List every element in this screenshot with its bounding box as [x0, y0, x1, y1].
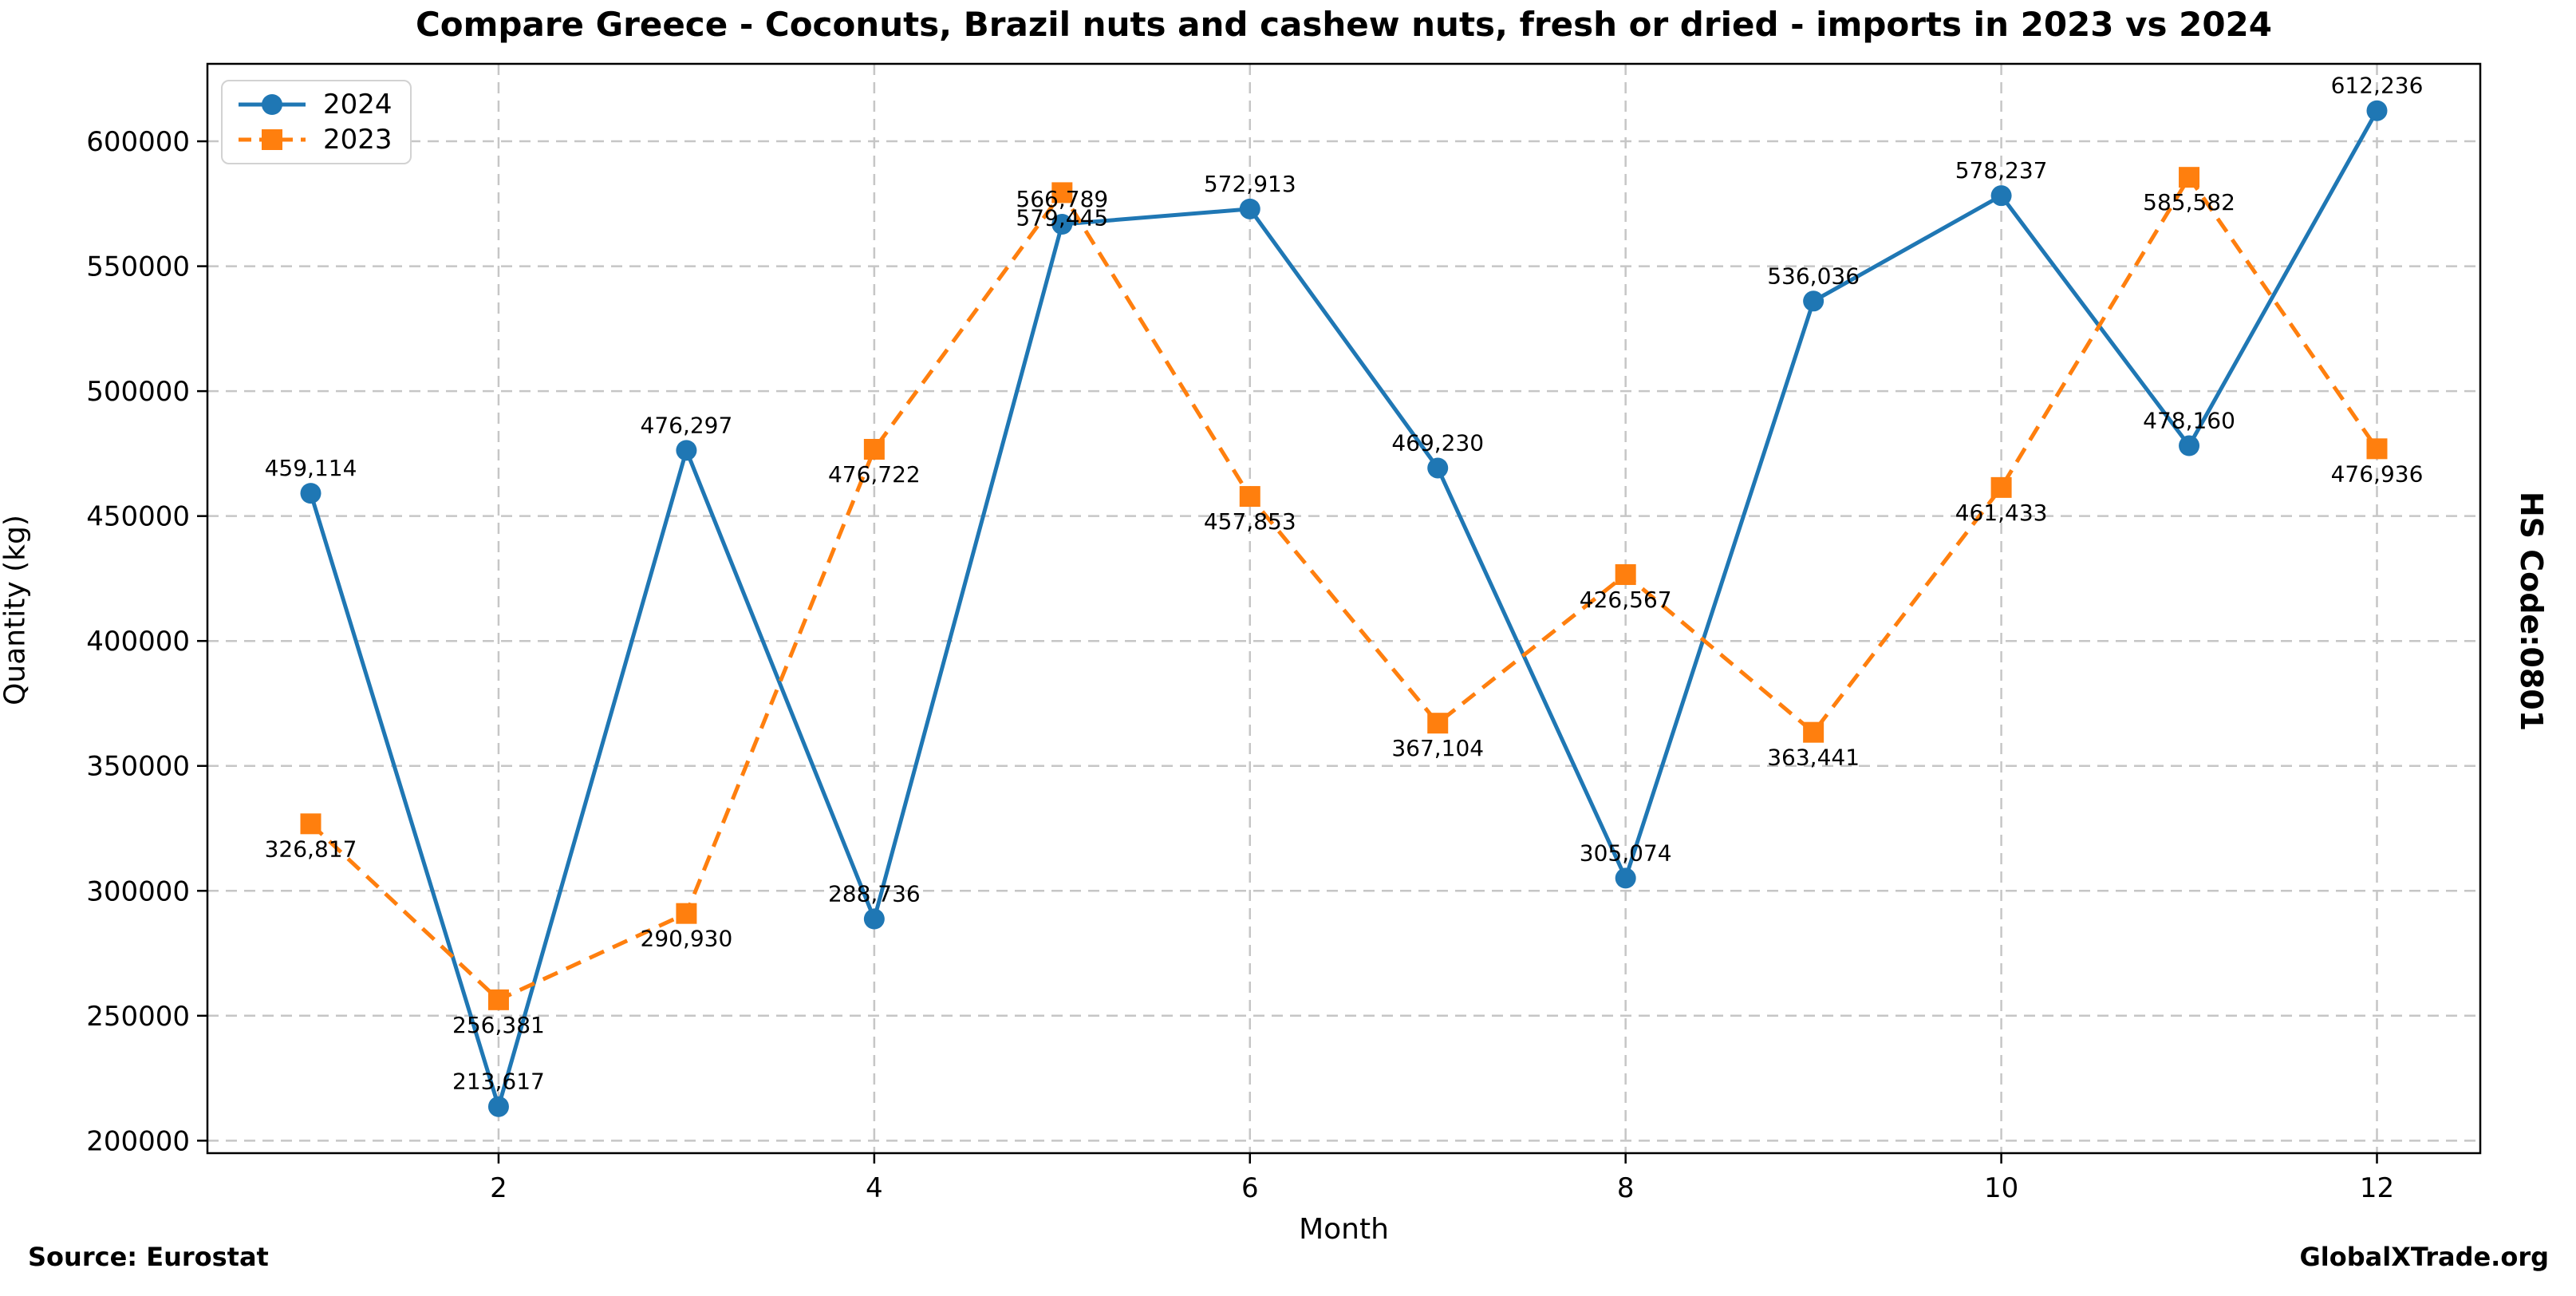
- y-axis-label: Quantity (kg): [0, 515, 32, 705]
- brand-note: GlobalXTrade.org: [2299, 1242, 2549, 1272]
- marker-2024-m9: [1803, 290, 1825, 312]
- legend-line-circle-icon: [239, 94, 306, 115]
- point-label-2023-m6: 457,853: [1204, 508, 1296, 535]
- point-label-2024-m9: 536,036: [1767, 263, 1860, 289]
- point-label-2023-m5: 579,445: [1016, 204, 1108, 231]
- point-label-2024-m1: 459,114: [265, 455, 357, 481]
- marker-2023-m3: [676, 903, 697, 924]
- marker-2023-m8: [1615, 564, 1636, 586]
- legend: 2024 2023: [221, 80, 412, 164]
- x-tick-label-2: 2: [490, 1172, 507, 1204]
- marker-2023-m12: [2366, 438, 2388, 460]
- point-label-2024-m3: 476,297: [641, 412, 733, 438]
- marker-2023-m1: [300, 813, 322, 835]
- legend-label-2023: 2023: [323, 124, 393, 156]
- legend-entry-2024: 2024: [237, 91, 393, 118]
- marker-2023-m4: [863, 439, 885, 460]
- point-label-2024-m5: 566,789: [1016, 186, 1108, 212]
- marker-2024-m12: [2366, 100, 2388, 121]
- marker-2023-m11: [2179, 167, 2200, 188]
- marker-2023-m6: [1239, 486, 1260, 508]
- x-axis-label: Month: [1299, 1213, 1389, 1246]
- point-label-2023-m7: 367,104: [1391, 735, 1484, 761]
- marker-2024-m10: [1990, 185, 2012, 207]
- axes-frame: [206, 62, 2482, 1155]
- marker-2023-m5: [1051, 182, 1073, 203]
- y-tick-label-250000: 250000: [86, 1001, 190, 1033]
- point-label-2023-m8: 426,567: [1580, 587, 1672, 613]
- marker-2024-m7: [1427, 457, 1449, 479]
- y-tick-label-400000: 400000: [86, 626, 190, 658]
- point-label-2024-m11: 478,160: [2143, 408, 2235, 434]
- marker-2024-m6: [1239, 198, 1260, 219]
- y-tick-label-300000: 300000: [86, 875, 190, 907]
- point-label-2023-m4: 476,722: [828, 461, 921, 488]
- chart-title: Compare Greece - Coconuts, Brazil nuts a…: [415, 5, 2273, 44]
- point-label-2024-m8: 305,074: [1580, 840, 1672, 866]
- point-label-2024-m10: 578,237: [1955, 157, 2048, 184]
- y-tick-label-550000: 550000: [86, 251, 190, 283]
- x-tick-label-4: 4: [866, 1172, 883, 1204]
- y-tick-label-200000: 200000: [86, 1125, 190, 1157]
- x-tick-label-8: 8: [1617, 1172, 1635, 1204]
- point-label-2023-m1: 326,817: [265, 836, 357, 862]
- legend-label-2024: 2024: [323, 89, 393, 121]
- point-label-2023-m12: 476,936: [2331, 460, 2424, 487]
- point-label-2024-m7: 469,230: [1391, 429, 1484, 456]
- x-tick-label-12: 12: [2360, 1172, 2394, 1204]
- x-tick-label-6: 6: [1241, 1172, 1259, 1204]
- marker-2024-m3: [676, 440, 697, 461]
- marker-2024-m8: [1615, 867, 1636, 889]
- series-line-2023: [309, 175, 2379, 1002]
- y-tick-label-450000: 450000: [86, 501, 190, 533]
- y-tick-label-600000: 600000: [86, 126, 190, 158]
- series-line-2024: [309, 109, 2379, 1109]
- point-label-2024-m12: 612,236: [2331, 73, 2424, 99]
- marker-2024-m2: [487, 1096, 509, 1117]
- marker-2024-m4: [863, 908, 885, 930]
- marker-2023-m7: [1427, 713, 1449, 734]
- point-label-2023-m2: 256,381: [452, 1012, 545, 1038]
- marker-2024-m11: [2179, 435, 2200, 456]
- legend-dash-square-icon: [239, 129, 306, 150]
- point-label-2023-m9: 363,441: [1767, 745, 1860, 771]
- y-tick-label-350000: 350000: [86, 751, 190, 783]
- point-label-2023-m10: 461,433: [1955, 500, 2048, 526]
- source-note: Source: Eurostat: [28, 1242, 269, 1272]
- marker-2024-m5: [1051, 214, 1073, 235]
- point-label-2024-m4: 288,736: [828, 881, 921, 907]
- marker-2023-m2: [487, 989, 509, 1010]
- point-label-2024-m2: 213,617: [452, 1069, 545, 1095]
- legend-entry-2023: 2023: [237, 126, 393, 153]
- x-tick-label-10: 10: [1984, 1172, 2018, 1204]
- hs-code-label: HS Code:0801: [2514, 491, 2549, 732]
- point-label-2024-m6: 572,913: [1204, 171, 1296, 197]
- marker-2023-m10: [1990, 476, 2012, 498]
- point-label-2023-m3: 290,930: [641, 926, 733, 952]
- y-tick-label-500000: 500000: [86, 376, 190, 408]
- marker-2024-m1: [300, 483, 322, 504]
- marker-2023-m9: [1803, 721, 1825, 743]
- point-label-2023-m11: 585,582: [2143, 189, 2235, 215]
